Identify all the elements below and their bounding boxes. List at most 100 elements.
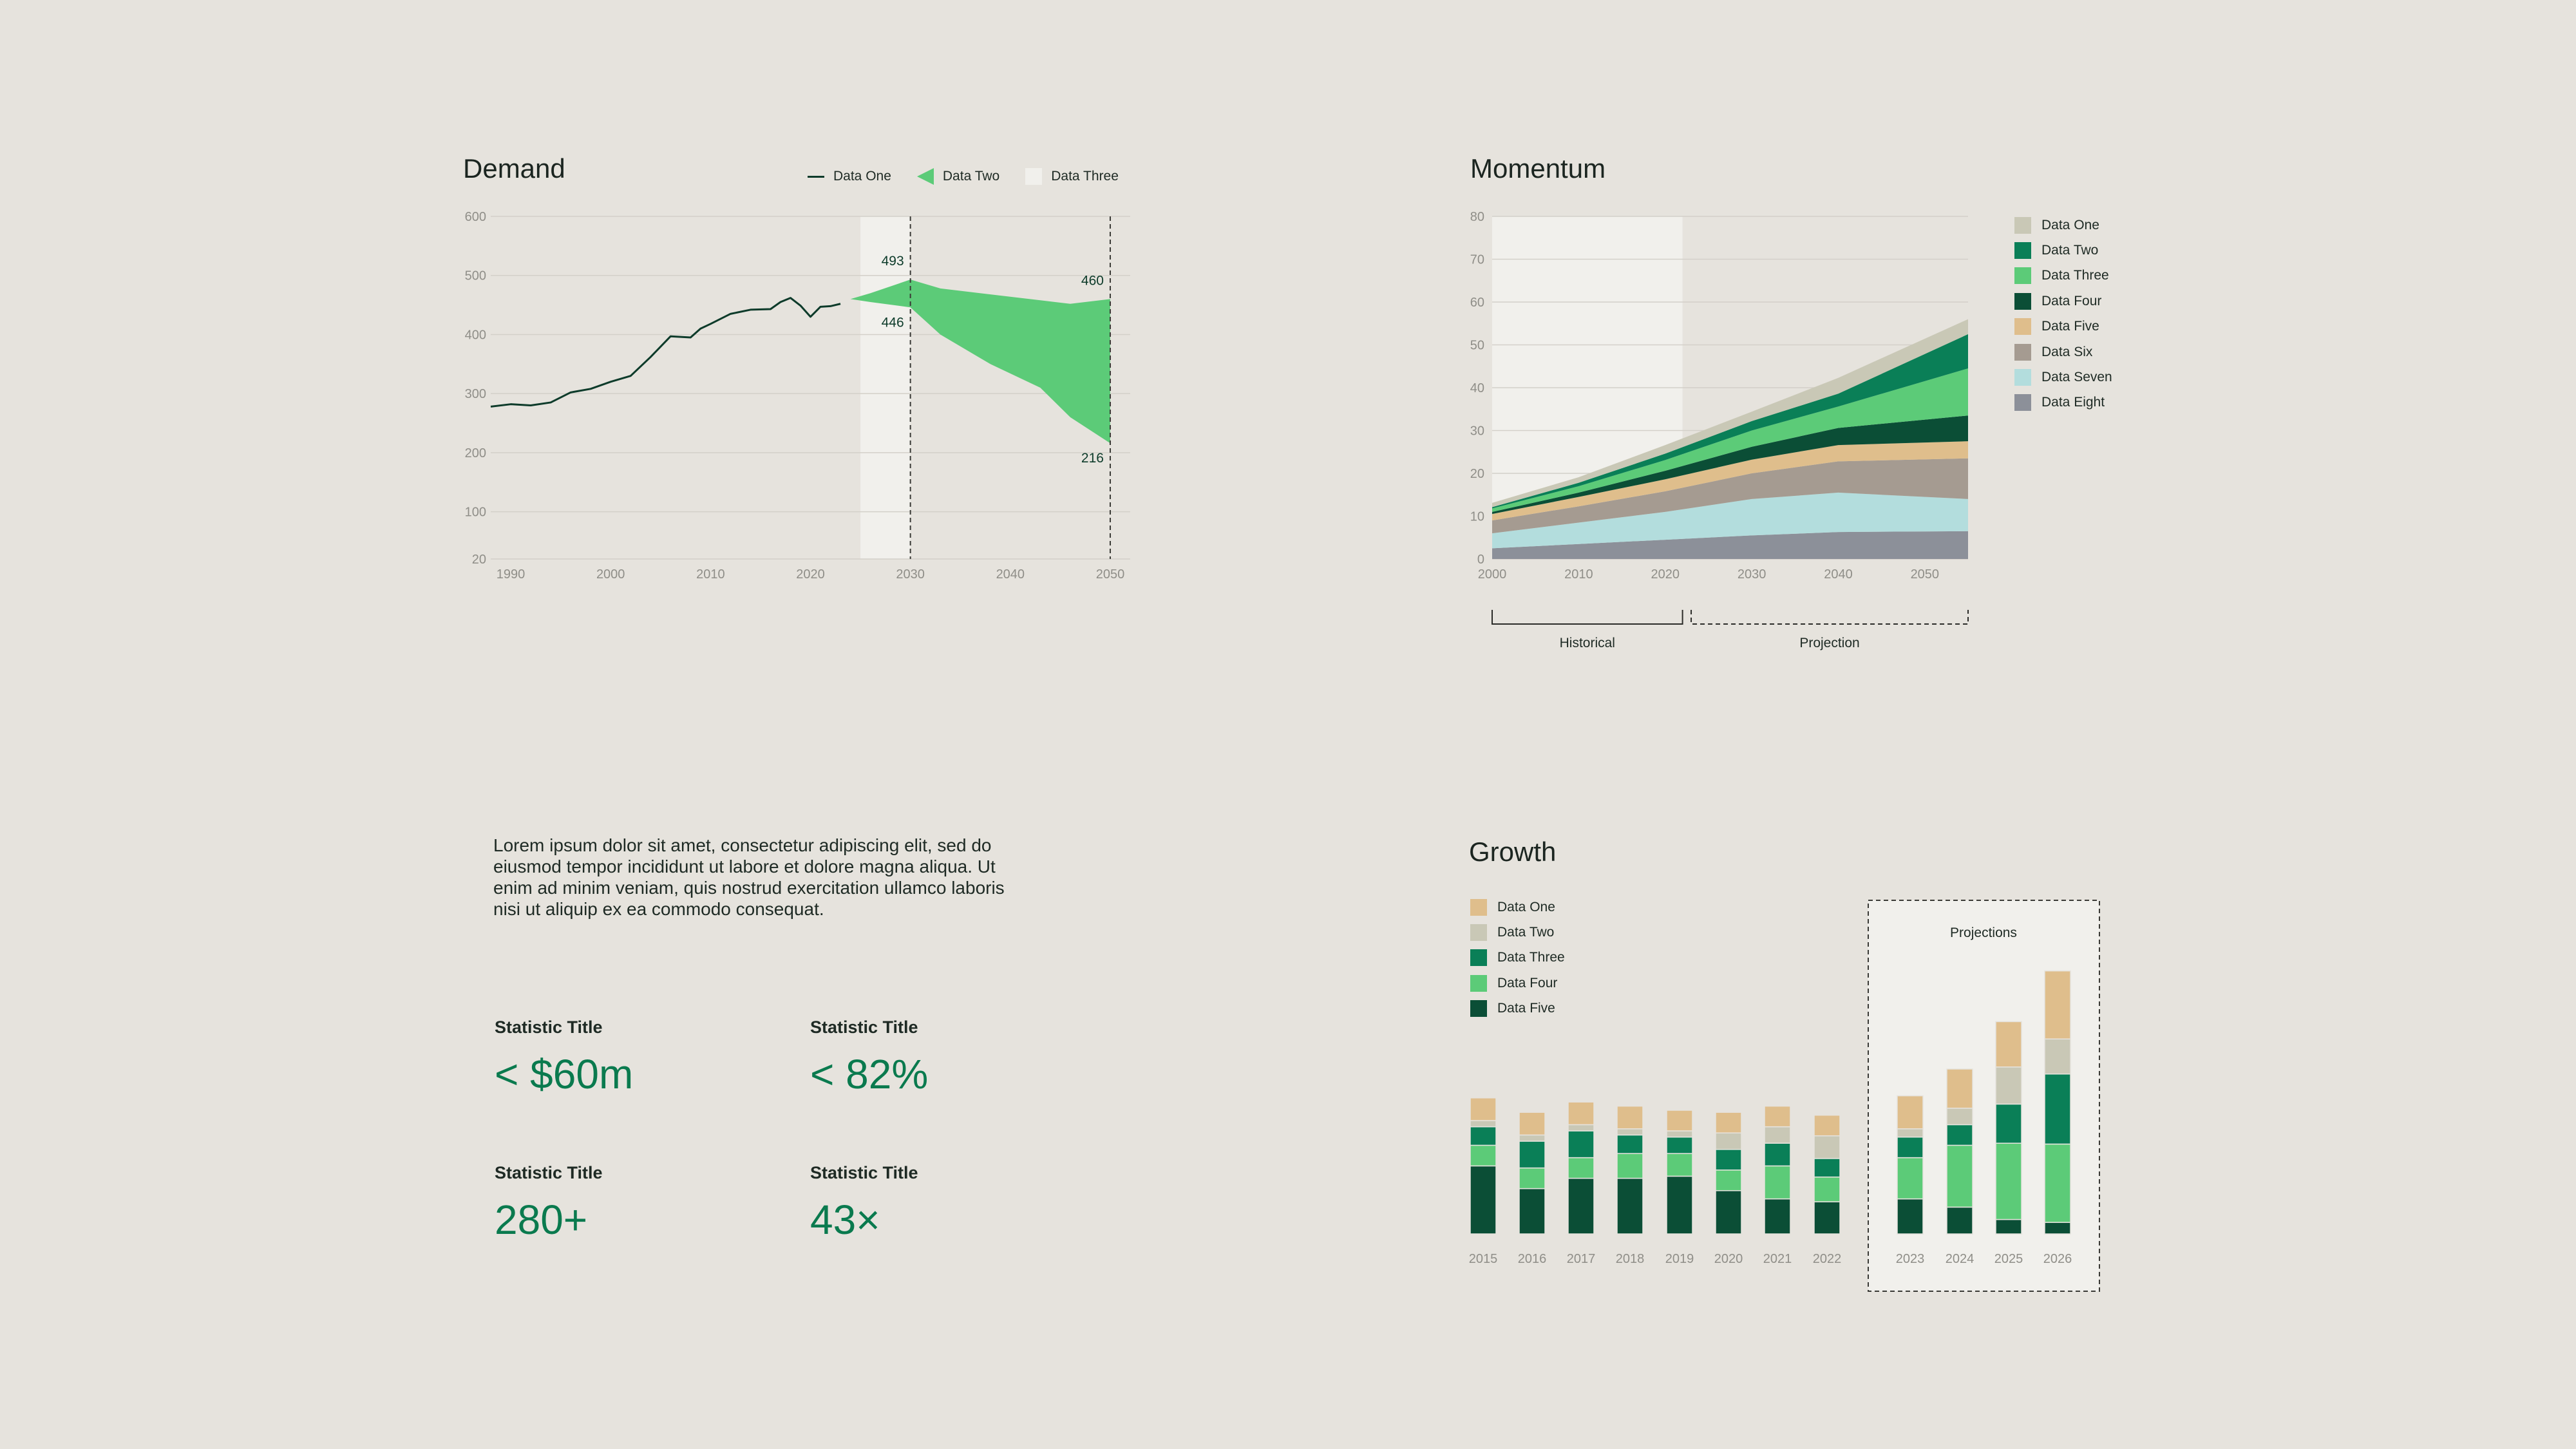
bar-segment (1519, 1141, 1546, 1169)
stat-value: 43× (810, 1197, 880, 1243)
demand-legend: Data One Data Two Data Three (808, 168, 1119, 185)
bar-segment (1470, 1126, 1497, 1146)
x-tick-label: 2020 (796, 567, 825, 582)
triangle-icon (916, 168, 934, 185)
x-tick-label: 2017 (1567, 1252, 1596, 1266)
x-tick-label: 2030 (896, 567, 925, 582)
x-tick-label: 1990 (497, 567, 526, 582)
legend-swatch (2014, 267, 2031, 285)
legend-swatch (2014, 216, 2031, 234)
y-tick-label: 20 (472, 553, 486, 567)
stat-title: Statistic Title (495, 1018, 603, 1037)
bar-segment (2044, 1073, 2071, 1145)
line-icon (808, 175, 824, 178)
demand-title: Demand (463, 153, 565, 184)
momentum-legend-item: Data Five (2014, 314, 2112, 339)
momentum-legend-item: Data Four (2014, 289, 2112, 314)
momentum-title: Momentum (1470, 153, 1606, 184)
bar-segment (2044, 1038, 2071, 1075)
bar-segment (1814, 1158, 1841, 1178)
growth-legend-label: Data Three (1497, 950, 1565, 965)
area-data-five (1492, 441, 1968, 521)
bar-segment (1715, 1170, 1742, 1191)
bar-segment (1995, 1103, 2022, 1144)
bar-segment (1995, 1021, 2022, 1068)
bar-segment (1519, 1188, 1546, 1235)
bar-segment (1715, 1190, 1742, 1235)
bar-segment (1666, 1153, 1693, 1177)
bar-segment (1897, 1157, 1924, 1200)
square-icon (1025, 168, 1043, 185)
momentum-legend-label: Data One (2041, 217, 2099, 232)
bar-segment (1715, 1149, 1742, 1171)
y-tick-label: 60 (1470, 296, 1484, 310)
x-tick-label: 2050 (1096, 567, 1125, 582)
projection-bracket (1690, 610, 1969, 625)
bar-segment (1897, 1128, 1924, 1138)
bar-segment (1616, 1177, 1643, 1235)
bar-segment (1897, 1198, 1924, 1235)
data-label: 446 (882, 315, 904, 330)
bar-segment (1616, 1153, 1643, 1179)
bar-segment (1946, 1124, 1973, 1146)
bar-segment (1946, 1144, 1973, 1208)
bar-segment (1470, 1120, 1497, 1128)
x-tick-label: 2030 (1738, 567, 1766, 582)
momentum-legend-item: Data Eight (2014, 390, 2112, 415)
bar-segment (1470, 1165, 1497, 1235)
demand-legend-item: Data Two (916, 168, 999, 185)
bar-segment (1715, 1112, 1742, 1133)
y-tick-label: 200 (465, 446, 486, 460)
stat-value: 280+ (495, 1197, 588, 1243)
x-tick-label: 2020 (1714, 1252, 1743, 1266)
stat-title: Statistic Title (810, 1163, 918, 1182)
y-tick-label: 600 (465, 210, 486, 224)
historical-label: Historical (1560, 636, 1615, 650)
x-tick-label: 2026 (2043, 1252, 2072, 1266)
area-data-six (1492, 458, 1968, 534)
projection-band (860, 216, 911, 559)
momentum-legend-label: Data Two (2041, 243, 2099, 258)
bar-segment (1567, 1101, 1595, 1126)
bar-segment (1946, 1108, 1973, 1126)
bar-segment (1616, 1105, 1643, 1130)
bar-segment (1567, 1177, 1595, 1235)
bar-segment (1567, 1130, 1595, 1159)
y-tick-label: 30 (1470, 424, 1484, 439)
data-label: 493 (882, 254, 904, 269)
momentum-legend-label: Data Seven (2041, 370, 2112, 385)
bar-segment (1567, 1157, 1595, 1179)
y-tick-label: 50 (1470, 339, 1484, 353)
area-data-seven (1492, 492, 1968, 549)
y-tick-label: 400 (465, 328, 486, 342)
stat-card: Statistic Title 43× (810, 1163, 918, 1244)
stat-card: Statistic Title < $60m (495, 1018, 633, 1098)
legend-swatch (1470, 898, 1487, 916)
y-tick-label: 70 (1470, 253, 1484, 267)
growth-legend: Data One Data Two Data Three Data Four D… (1470, 895, 1565, 1021)
demand-legend-label: Data Three (1051, 169, 1119, 184)
bar-segment (1764, 1105, 1791, 1128)
momentum-legend-item: Data Seven (2014, 365, 2112, 390)
momentum-legend-item: Data Two (2014, 238, 2112, 263)
legend-swatch (2014, 394, 2031, 412)
bar-segment (2044, 1143, 2071, 1223)
bar-segment (1666, 1175, 1693, 1235)
bar-segment (1666, 1136, 1693, 1154)
y-tick-label: 300 (465, 387, 486, 401)
growth-legend-item: Data Three (1470, 945, 1565, 971)
y-tick-label: 500 (465, 269, 486, 283)
x-tick-label: 2040 (996, 567, 1025, 582)
legend-swatch (2014, 369, 2031, 386)
legend-swatch (1470, 924, 1487, 942)
data-label: 216 (1081, 451, 1104, 466)
growth-title: Growth (1469, 837, 1557, 867)
bar-segment (1715, 1132, 1742, 1150)
y-tick-label: 100 (465, 506, 486, 520)
area-data-eight (1492, 531, 1968, 559)
data-label: 460 (1081, 273, 1104, 288)
momentum-legend-item: Data Three (2014, 263, 2112, 289)
growth-legend-item: Data One (1470, 895, 1565, 920)
historical-bracket (1492, 610, 1683, 625)
